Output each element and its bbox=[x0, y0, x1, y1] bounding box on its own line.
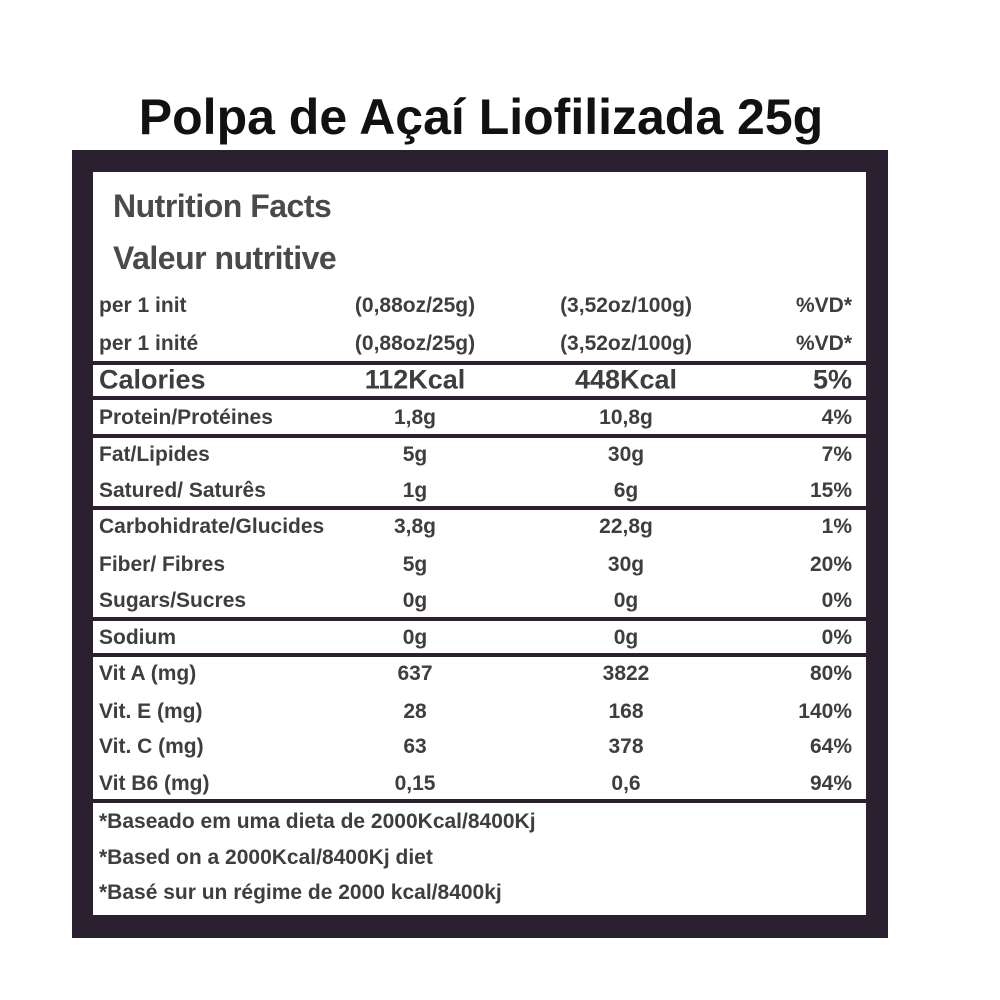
cell-text: 10,8g bbox=[599, 406, 653, 429]
daily-value: 0% bbox=[821, 589, 852, 612]
cell-text: 22,8g bbox=[599, 515, 653, 538]
cell-text: 168 bbox=[608, 700, 644, 723]
daily-value: 5% bbox=[812, 364, 852, 395]
section-divider bbox=[93, 506, 866, 510]
nutrient-name: per 1 init bbox=[99, 294, 187, 317]
nutrient-name: Vit B6 (mg) bbox=[99, 772, 210, 795]
daily-value: 0% bbox=[821, 626, 852, 649]
section-divider bbox=[93, 361, 866, 365]
daily-value: 15% bbox=[809, 479, 852, 502]
cell-text: 0,15 bbox=[394, 772, 436, 795]
cell-text: 0g bbox=[613, 626, 639, 649]
product-title: Polpa de Açaí Liofilizada 25g bbox=[138, 89, 824, 145]
cell-text: (3,52oz/100g) bbox=[560, 294, 692, 317]
cell-text: 448Kcal bbox=[574, 364, 678, 395]
cell-text: 637 bbox=[397, 662, 433, 685]
cell-text: 30g bbox=[607, 553, 645, 576]
nutrient-name: Sugars/Sucres bbox=[99, 589, 247, 612]
section-divider bbox=[93, 617, 866, 621]
footnote: *Baseado em uma dieta de 2000Kcal/8400Kj bbox=[99, 810, 536, 833]
nutrient-name: Fat/Lipides bbox=[99, 443, 210, 466]
nutrient-name: Calories bbox=[99, 364, 206, 395]
daily-value: 7% bbox=[821, 443, 852, 466]
daily-value: %VD* bbox=[795, 294, 852, 317]
cell-text: 112Kcal bbox=[364, 364, 466, 395]
cell-text: 3822 bbox=[602, 662, 650, 685]
daily-value: 1% bbox=[821, 515, 852, 538]
cell-text: (0,88oz/25g) bbox=[354, 332, 476, 355]
cell-text: 5g bbox=[402, 443, 428, 466]
footnote: *Basé sur un régime de 2000 kcal/8400kj bbox=[99, 881, 502, 904]
daily-value: 64% bbox=[809, 735, 852, 758]
panel-heading: Valeur nutritive bbox=[113, 240, 337, 276]
daily-value: %VD* bbox=[795, 332, 852, 355]
cell-text: 378 bbox=[608, 735, 644, 758]
cell-text: 0g bbox=[402, 626, 428, 649]
nutrient-name: per 1 inité bbox=[99, 332, 199, 355]
section-divider bbox=[93, 653, 866, 657]
nutrient-name: Vit A (mg) bbox=[99, 662, 197, 685]
cell-text: (0,88oz/25g) bbox=[354, 294, 476, 317]
nutrient-name: Fiber/ Fibres bbox=[99, 553, 226, 576]
nutrient-name: Satured/ Saturês bbox=[99, 479, 266, 502]
cell-text: 63 bbox=[403, 735, 427, 758]
nutrient-name: Protein/Protéines bbox=[99, 406, 273, 429]
section-divider bbox=[93, 396, 866, 400]
daily-value: 94% bbox=[809, 772, 852, 795]
section-divider bbox=[93, 434, 866, 438]
cell-text: 30g bbox=[607, 443, 645, 466]
nutrient-name: Vit. E (mg) bbox=[99, 700, 203, 723]
nutrient-name: Carbohidrate/Glucides bbox=[99, 515, 325, 538]
daily-value: 140% bbox=[798, 700, 852, 723]
cell-text: 1g bbox=[402, 479, 428, 502]
panel-heading: Nutrition Facts bbox=[113, 188, 332, 224]
cell-text: 0g bbox=[613, 589, 639, 612]
section-divider bbox=[93, 799, 866, 803]
cell-text: 0,6 bbox=[611, 772, 641, 795]
label-frame: Nutrition Facts Valeur nutritive per 1 i… bbox=[72, 150, 888, 938]
cell-text: 1,8g bbox=[393, 406, 437, 429]
daily-value: 4% bbox=[821, 406, 852, 429]
cell-text: 5g bbox=[402, 553, 428, 576]
daily-value: 80% bbox=[809, 662, 852, 685]
cell-text: 6g bbox=[613, 479, 639, 502]
cell-text: 3,8g bbox=[393, 515, 437, 538]
daily-value: 20% bbox=[809, 553, 852, 576]
footnote: *Based on a 2000Kcal/8400Kj diet bbox=[99, 846, 433, 869]
nutrition-panel: Nutrition Facts Valeur nutritive per 1 i… bbox=[93, 172, 866, 915]
cell-text: (3,52oz/100g) bbox=[560, 332, 692, 355]
cell-text: 28 bbox=[403, 700, 427, 723]
nutrient-name: Sodium bbox=[99, 626, 176, 649]
nutrient-name: Vit. C (mg) bbox=[99, 735, 204, 758]
cell-text: 0g bbox=[402, 589, 428, 612]
